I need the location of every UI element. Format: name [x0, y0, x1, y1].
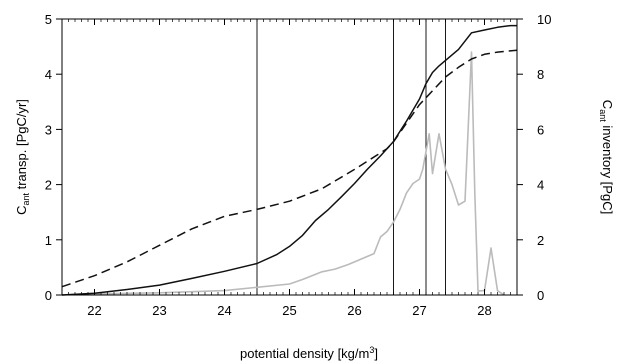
series-line-3 [61, 51, 505, 296]
x-tick-label: 27 [412, 303, 426, 318]
y-right-tick-label: 6 [537, 122, 544, 137]
y-axis-right-title: Cant inventory [PgC] [598, 100, 615, 214]
x-tick-label: 24 [217, 303, 231, 318]
series-layer [61, 24, 518, 296]
y-left-tick-label: 4 [45, 67, 52, 82]
vertical-reference-lines [256, 19, 446, 295]
x-tick-label: 23 [152, 303, 166, 318]
y-left-tick-label: 0 [45, 288, 52, 303]
x-tick-label: 25 [282, 303, 296, 318]
y-left-tick-label: 2 [45, 178, 52, 193]
y-left-tick-label: 1 [45, 233, 52, 248]
y-right-tick-label: 0 [537, 288, 544, 303]
y-right-tick-label: 4 [537, 178, 544, 193]
x-tick-label: 22 [87, 303, 101, 318]
y-axis-left-title: Cant transp. [PgC/yr] [14, 99, 31, 215]
y-right-tick-label: 10 [537, 12, 551, 27]
series-line-2 [61, 49, 518, 288]
y-right-tick-label: 2 [537, 233, 544, 248]
y-left-tick-label: 3 [45, 122, 52, 137]
series-line-1 [61, 24, 517, 296]
y-right-tick-label: 8 [537, 67, 544, 82]
x-axis-title: potential density [kg/m3] [240, 345, 378, 361]
y-left-tick-label: 5 [45, 12, 52, 27]
x-tick-label: 28 [477, 303, 491, 318]
x-tick-label: 26 [347, 303, 361, 318]
plot-frame [61, 18, 518, 296]
